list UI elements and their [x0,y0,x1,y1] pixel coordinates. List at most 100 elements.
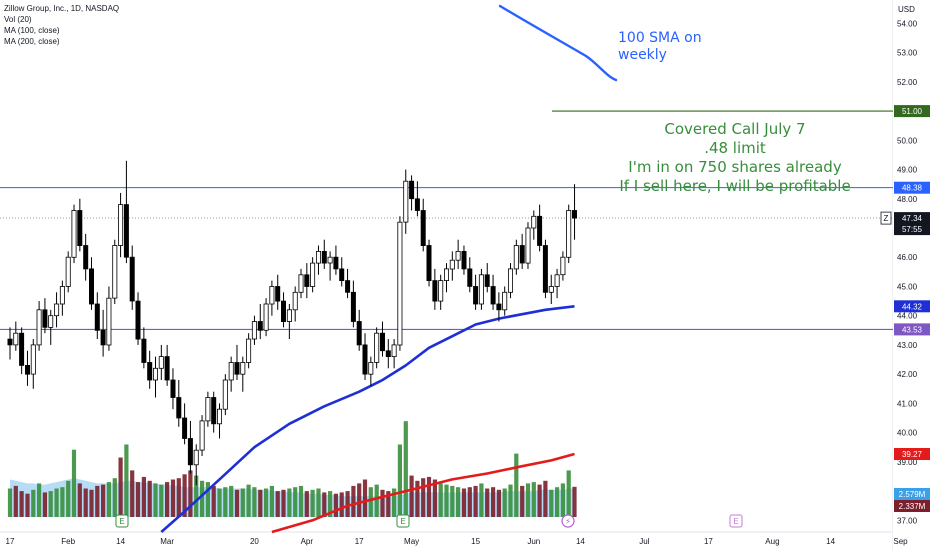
covered-call-note[interactable]: Covered Call July 7 .48 limit I'm in on … [540,120,930,196]
volume-bar [159,484,164,517]
time-tick: 17 [355,537,364,546]
price-axis[interactable]: USD 54.00 53.00 52.00 51.00 50.00 49.00 48.00 47… [880,0,932,550]
candle-body [397,221,403,346]
resistance-price-tag-bg [894,181,930,194]
volume-bar [258,489,263,517]
volume-bar [118,457,123,517]
volume-bar [83,488,88,517]
earnings-marker[interactable] [729,514,743,528]
time-tick: 14 [826,537,835,546]
volume-bar [200,480,205,517]
volume-bar [101,484,106,517]
candle-body [187,438,193,466]
candle-body [368,362,374,375]
sma-note[interactable]: 100 SMA on weekly [618,30,702,64]
candle-body [420,210,426,246]
target-price-tag-bg [894,105,930,118]
candle-body [263,303,269,331]
volume-bar [141,476,146,517]
legend-ma100[interactable]: MA (100, close) [4,26,60,35]
candle-body [193,449,199,466]
sma-note-line1: 100 SMA on [618,30,702,46]
price-tick: 53.00 [897,49,918,58]
time-tick: 17 [6,537,15,546]
candle-body [48,315,54,328]
volume-bar [298,485,304,517]
currency-label: USD [898,5,915,14]
target-price-tag: 51.00 [902,107,923,116]
earnings-marker[interactable] [115,514,129,528]
volume-bar [165,482,170,517]
time-tick: 14 [576,537,585,546]
volume-bar [450,485,455,517]
support-price-tag-bg [894,323,930,336]
candle-body [205,397,211,422]
volume-bar [322,492,327,517]
candle-body [350,291,356,322]
resistance-price-tag: 48.38 [902,184,923,193]
candle-body [83,245,89,270]
candle-body [246,338,252,363]
volume-bar [240,488,245,517]
volume-bar [508,484,513,517]
candle-body [560,256,566,276]
candle-body [211,397,217,425]
candle-body [275,286,281,302]
volume-bar [514,453,519,517]
volume-bar [380,489,385,517]
volume-bar [77,483,82,517]
candle-body [112,245,118,299]
volume-bar [432,479,437,517]
volume-bar [549,489,554,517]
price-tick: 43.00 [897,341,918,350]
earnings-marker[interactable] [396,514,410,528]
volume-bar [37,483,42,517]
volume-bar [31,489,36,517]
candle-body [455,250,461,261]
candle-body [327,256,333,264]
weekly-sma-trendline[interactable] [498,4,618,82]
candle-body [478,274,484,305]
symbol-title[interactable]: Zillow Group, Inc., 1D, NASDAQ [4,4,120,13]
volume-bar [502,488,507,517]
volume-bar [205,482,210,517]
volume-bar [444,484,449,517]
candle-body [548,286,554,293]
volume-bar [89,489,94,517]
split-marker[interactable] [561,514,575,528]
volume-bar [188,470,193,517]
vol-ma-tag: 2.579M [899,490,926,499]
candle-body [449,259,455,270]
legend-volume[interactable]: Vol (20) [4,15,32,24]
volume-bar [328,491,333,517]
candle-body [409,180,415,200]
volume-bar [252,487,257,517]
price-tick: 42.00 [897,370,918,379]
volume-bar [531,482,536,517]
candle-body [566,210,572,258]
covered-call-line2: .48 limit [704,139,766,157]
candle-body [118,204,124,246]
volume-bar [48,491,53,517]
volume-bar [264,488,269,517]
volume-bar [397,444,402,517]
candle-body [484,274,490,287]
volume-bar [496,489,501,517]
ma100-price-tag: 44.32 [902,302,923,311]
horizontal-levels[interactable] [0,110,893,331]
candle-body [100,329,106,346]
volume-bar [415,480,420,517]
volume-bar [572,486,577,517]
volume-bar [543,480,548,517]
volume-bar [217,488,222,517]
time-axis[interactable]: 17 Feb 14 Mar 20 Apr 17 May 15 Jun 14 Jul 17 Aug 14 Sep [6,537,909,546]
volume-bar [135,482,141,517]
legend-ma200[interactable]: MA (200, close) [4,37,60,46]
time-tick: Sep [893,537,908,546]
candle-body [461,250,467,270]
time-tick: Aug [765,537,779,546]
countdown-tag-bg [894,223,930,236]
drawings[interactable]: E E E ⚡ [115,4,743,528]
